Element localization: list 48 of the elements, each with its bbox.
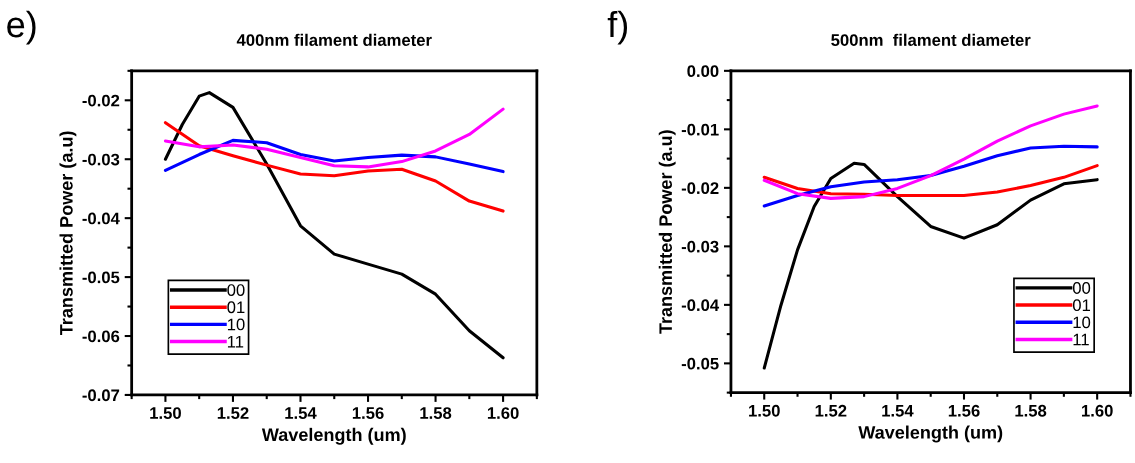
x-tick-label: 1.58 — [1015, 404, 1047, 417]
x-tick-label: 1.60 — [487, 407, 519, 419]
y-tick-label: -0.04 — [681, 299, 720, 312]
legend-label: 10 — [227, 318, 245, 331]
line-series — [163, 107, 505, 169]
line-series — [762, 164, 1099, 197]
y-tick-label: -0.03 — [82, 153, 120, 166]
line-series — [163, 121, 505, 213]
x-tick-label: 1.58 — [420, 407, 452, 419]
y-tick-label: -0.05 — [82, 271, 120, 284]
y-tick-label: -0.01 — [681, 123, 719, 136]
x-tick-label: 1.54 — [882, 405, 914, 417]
line-series — [762, 104, 1099, 200]
x-axis-title: Wavelength (um) — [858, 425, 1003, 443]
y-axis-title: Transmitted Power (a.u) — [658, 130, 676, 334]
y-tick-label: -0.02 — [82, 94, 120, 107]
legend-label: 00 — [1072, 282, 1091, 294]
legend-label: 01 — [1072, 299, 1091, 312]
y-tick-label: -0.06 — [82, 330, 120, 343]
y-tick-label: -0.03 — [681, 240, 719, 253]
x-tick-label: 1.52 — [815, 404, 847, 417]
x-tick-label: 1.50 — [749, 404, 780, 417]
x-tick-label: 1.56 — [948, 404, 980, 417]
chart-title: 400nm filament diameter — [236, 33, 432, 46]
text: e) — [7, 10, 36, 45]
x-tick-label: 1.54 — [285, 407, 317, 419]
y-axis-title: Transmitted Power (a.u) — [59, 131, 77, 336]
y-tick-label: -0.04 — [82, 212, 120, 225]
y-tick-label: -0.02 — [681, 182, 719, 195]
x-axis-title: Wavelength (um) — [261, 427, 406, 445]
line-series — [762, 161, 1099, 370]
line-series — [163, 91, 505, 360]
y-tick-label: -0.07 — [82, 389, 120, 402]
text: f) — [607, 10, 628, 45]
y-tick-label: -0.05 — [681, 357, 719, 370]
legend-label: 01 — [227, 301, 245, 314]
x-tick-label: 1.50 — [150, 407, 181, 419]
line-series — [163, 138, 505, 174]
legend-label: 11 — [1073, 333, 1089, 346]
x-tick-label: 1.52 — [217, 407, 249, 419]
y-tick-label: 0.00 — [687, 65, 719, 78]
legend-label: 00 — [227, 284, 245, 296]
x-tick-label: 1.56 — [352, 407, 384, 419]
chart-title: 500nm filament diameter — [831, 33, 1031, 46]
line-series — [762, 144, 1099, 208]
legend-label: 10 — [1073, 316, 1091, 329]
legend-label: 11 — [227, 335, 244, 348]
x-tick-label: 1.60 — [1082, 404, 1113, 417]
